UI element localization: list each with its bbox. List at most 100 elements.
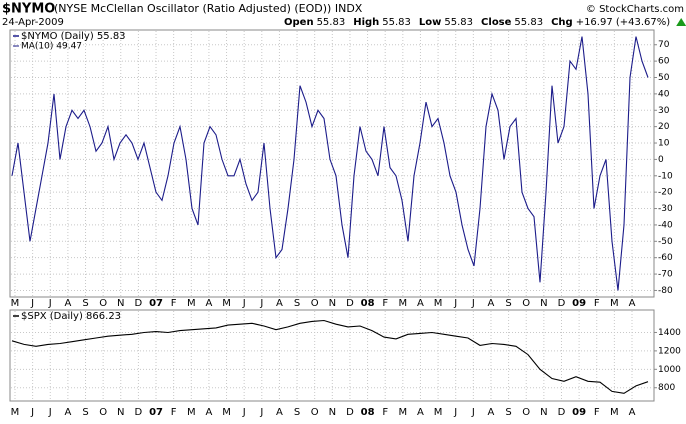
quote-label: Close <box>481 17 512 28</box>
quote-label: Open <box>284 17 314 28</box>
x-tick-label: M <box>610 298 619 309</box>
x-tick-label: D <box>135 407 143 418</box>
y-tick-label: -30 <box>658 204 673 214</box>
x-tick-label: J <box>259 298 263 309</box>
x-tick-label: 09 <box>572 298 586 309</box>
y-tick-label: 60 <box>658 57 670 67</box>
y-tick-label: 800 <box>658 383 675 393</box>
x-tick-label: F <box>171 407 177 418</box>
x-tick-label: D <box>346 407 354 418</box>
y-tick-label: 30 <box>658 106 670 116</box>
quote-value: +16.97 (+43.67%) <box>576 17 671 28</box>
y-tick-label: 1000 <box>658 365 681 375</box>
x-tick-label: M <box>399 298 408 309</box>
x-tick-label: O <box>311 298 319 309</box>
y-tick-label: 1200 <box>658 346 681 356</box>
x-tick-label: N <box>117 298 124 309</box>
x-tick-label: J <box>242 407 246 418</box>
x-tick-label: N <box>329 298 336 309</box>
x-tick-label: A <box>488 407 495 418</box>
x-tick-label: 08 <box>361 298 375 309</box>
x-tick-label: 07 <box>149 407 163 418</box>
date: 24-Apr-2009 <box>2 17 64 28</box>
y-tick-label: -80 <box>658 286 673 296</box>
x-tick-label: O <box>311 407 319 418</box>
x-tick-label: J <box>259 407 263 418</box>
x-tick-label: 07 <box>149 298 163 309</box>
chart-subtitle: (NYSE McClellan Oscillator (Ratio Adjust… <box>54 2 363 15</box>
x-tick-label: M <box>399 407 408 418</box>
y-tick-label: 1400 <box>658 328 681 338</box>
x-tick-label: F <box>594 298 600 309</box>
legend-label: MA(10) 49.47 <box>21 42 82 52</box>
series-line <box>11 319 649 394</box>
x-tick-label: F <box>171 298 177 309</box>
quote-value: 55.83 <box>317 17 346 28</box>
x-tick-label: A <box>276 407 283 418</box>
x-tick-label: M <box>610 407 619 418</box>
x-tick-label: A <box>205 407 212 418</box>
quote-label: High <box>353 17 379 28</box>
x-tick-label: S <box>505 407 511 418</box>
x-tick-label: D <box>346 298 354 309</box>
y-tick-label: 50 <box>658 73 670 83</box>
up-arrow <box>676 18 686 26</box>
x-tick-label: A <box>64 407 71 418</box>
quote-label: Low <box>419 17 441 28</box>
x-tick-label: S <box>294 298 300 309</box>
x-tick-label: D <box>558 298 566 309</box>
y-tick-label: 0 <box>658 155 664 165</box>
chart-title: $NYMO <box>2 2 55 17</box>
x-tick-label: M <box>187 298 196 309</box>
x-tick-label: M <box>434 407 443 418</box>
x-tick-label: J <box>30 298 34 309</box>
x-tick-label: M <box>222 298 231 309</box>
x-tick-label: N <box>540 298 547 309</box>
x-tick-label: S <box>82 298 88 309</box>
x-tick-label: D <box>558 407 566 418</box>
quote: Open 55.83 High 55.83 Low 55.83 Close 55.83 Chg +… <box>284 17 670 28</box>
x-tick-label: M <box>11 298 20 309</box>
x-tick-label: O <box>522 407 530 418</box>
x-tick-label: A <box>488 298 495 309</box>
x-tick-label: F <box>594 407 600 418</box>
x-tick-label: O <box>522 298 530 309</box>
x-tick-label: J <box>48 298 52 309</box>
x-tick-label: O <box>99 298 107 309</box>
y-tick-label: -40 <box>658 220 673 230</box>
x-tick-label: M <box>11 407 20 418</box>
x-tick-label: N <box>540 407 547 418</box>
x-tick-label: J <box>48 407 52 418</box>
y-tick-label: -60 <box>658 253 673 263</box>
panel-frame <box>9 29 655 298</box>
x-tick-label: J <box>30 407 34 418</box>
x-tick-label: J <box>471 407 475 418</box>
x-tick-label: A <box>417 298 424 309</box>
x-tick-label: J <box>453 298 457 309</box>
series-line <box>11 36 649 291</box>
y-tick-label: 10 <box>658 139 670 149</box>
x-tick-label: J <box>453 407 457 418</box>
x-tick-label: J <box>242 298 246 309</box>
quote-value: 55.83 <box>444 17 473 28</box>
y-tick-label: 20 <box>658 122 670 132</box>
y-tick-label: -20 <box>658 188 673 198</box>
quote-value: 55.83 <box>514 17 543 28</box>
x-tick-label: M <box>187 407 196 418</box>
y-tick-label: -50 <box>658 237 673 247</box>
x-tick-label: A <box>417 407 424 418</box>
x-tick-label: A <box>205 298 212 309</box>
legend-label: $SPX (Daily) 866.23 <box>21 311 121 322</box>
x-tick-label: O <box>99 407 107 418</box>
x-tick-label: A <box>64 298 71 309</box>
y-tick-label: 70 <box>658 40 670 50</box>
x-tick-label: M <box>434 298 443 309</box>
x-tick-label: J <box>471 298 475 309</box>
legend-label: $NYMO (Daily) 55.83 <box>21 31 126 42</box>
y-tick-label: 40 <box>658 89 670 99</box>
x-tick-label: D <box>135 298 143 309</box>
x-tick-label: A <box>276 298 283 309</box>
x-tick-label: S <box>505 298 511 309</box>
